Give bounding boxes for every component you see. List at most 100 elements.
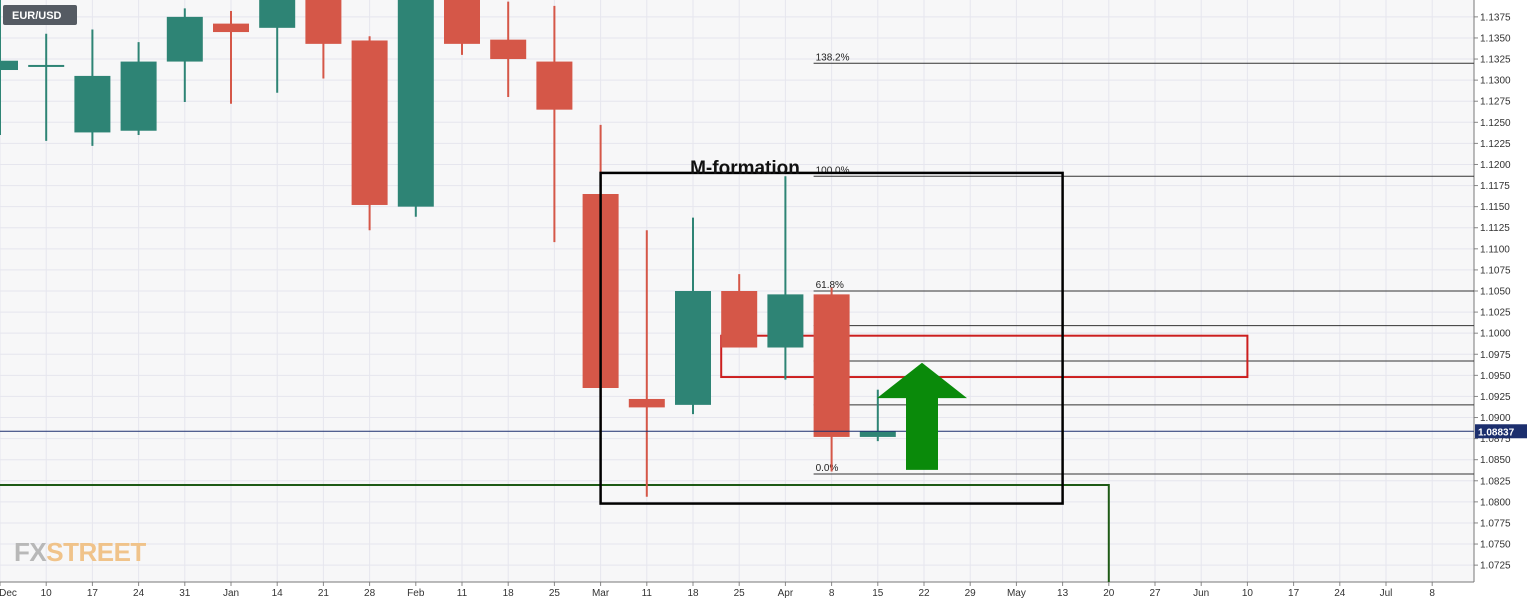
x-tick-label: 17: [1288, 588, 1300, 599]
x-tick-label: 8: [1429, 588, 1435, 599]
candle-body: [259, 0, 296, 28]
y-tick-label: 1.1350: [1480, 33, 1511, 44]
fxstreet-watermark: FXSTREET: [14, 537, 146, 567]
x-tick-label: 22: [918, 588, 930, 599]
x-tick-label: Jan: [223, 588, 239, 599]
x-tick-label: 10: [41, 588, 53, 599]
candle-body: [305, 0, 342, 44]
candle-body: [859, 431, 896, 437]
x-tick-label: 10: [1242, 588, 1254, 599]
x-tick-label: Dec: [0, 588, 17, 599]
y-tick-label: 1.1025: [1480, 308, 1511, 319]
y-tick-label: 1.1375: [1480, 12, 1511, 23]
x-tick-label: Feb: [407, 588, 425, 599]
candle-body: [28, 64, 65, 67]
x-tick-label: Apr: [778, 588, 794, 599]
y-tick-label: 1.1150: [1480, 202, 1510, 213]
symbol-badge-bg: [3, 5, 77, 25]
y-tick-label: 1.1100: [1480, 244, 1510, 255]
candle-body: [628, 398, 665, 408]
candle: [490, 1, 527, 97]
candle: [721, 274, 758, 348]
candle-body: [213, 23, 249, 33]
x-tick-label: May: [1007, 588, 1026, 599]
y-tick-label: 1.1325: [1480, 55, 1511, 66]
resistance-zone: [720, 334, 1249, 379]
candle: [305, 0, 342, 79]
candle: [767, 176, 804, 380]
y-tick-label: 1.0925: [1480, 392, 1511, 403]
candle-body: [0, 60, 18, 71]
x-tick-label: 27: [1149, 588, 1161, 599]
y-tick-label: 1.0725: [1480, 561, 1511, 572]
x-tick-label: 20: [1103, 588, 1115, 599]
candle-body: [444, 0, 480, 44]
y-tick-label: 1.1175: [1480, 181, 1510, 192]
y-tick-label: 1.0875: [1480, 434, 1511, 445]
candle: [397, 0, 434, 217]
candle-body: [675, 291, 711, 405]
m-formation-box: [599, 171, 1064, 505]
y-tick-label: 1.1300: [1480, 76, 1511, 87]
x-tick-label: 11: [642, 588, 653, 599]
candle: [444, 0, 480, 55]
y-tick-label: 1.1250: [1480, 118, 1511, 129]
candle: [536, 5, 573, 243]
candle-body: [120, 61, 157, 131]
x-tick-label: 14: [272, 588, 284, 599]
y-tick-label: 1.1125: [1480, 223, 1510, 234]
y-tick-label: 1.0950: [1480, 371, 1511, 382]
symbol-label: EUR/USD: [12, 10, 62, 22]
candle-body: [490, 39, 527, 60]
candle: [259, 0, 296, 93]
y-tick-label: 1.1225: [1480, 139, 1511, 150]
candle: [675, 217, 711, 415]
x-tick-label: Jul: [1380, 588, 1393, 599]
y-tick-label: 1.0825: [1480, 476, 1511, 487]
candle-body: [813, 294, 850, 437]
x-tick-label: Mar: [592, 588, 610, 599]
x-tick-label: 25: [549, 588, 561, 599]
candle: [859, 389, 896, 442]
y-tick-label: 1.0775: [1480, 518, 1511, 529]
candle: [120, 42, 157, 135]
x-tick-label: 29: [965, 588, 977, 599]
watermark-fx: FX: [14, 537, 47, 567]
x-tick-label: 24: [133, 588, 145, 599]
up-arrow: [877, 362, 967, 470]
candle: [74, 29, 111, 146]
y-tick-label: 1.1050: [1480, 287, 1511, 298]
candle-body: [721, 291, 758, 348]
candle-body: [351, 40, 388, 205]
m-formation-label: M-formation: [690, 158, 800, 179]
fib-label: 138.2%: [816, 52, 850, 63]
x-tick-label: 21: [318, 588, 330, 599]
x-tick-label: Jun: [1193, 588, 1209, 599]
x-tick-label: 17: [87, 588, 99, 599]
current-price-tag-bg: [1475, 424, 1527, 439]
y-tick-label: 1.1200: [1480, 160, 1511, 171]
x-tick-label: 8: [829, 588, 835, 599]
symbol-badge: EUR/USD: [3, 5, 77, 25]
candle-body: [74, 75, 111, 133]
y-tick-label: 1.0900: [1480, 413, 1511, 424]
candle: [166, 8, 203, 103]
candle: [28, 33, 65, 141]
candle-body: [767, 294, 804, 348]
candle: [213, 10, 249, 104]
y-tick-label: 1.0750: [1480, 540, 1511, 551]
y-tick-label: 1.1075: [1480, 265, 1511, 276]
candle: [351, 36, 388, 231]
support-line: [0, 484, 1110, 582]
fib-label: 100.0%: [816, 165, 850, 176]
y-tick-label: 1.1000: [1480, 329, 1511, 340]
x-tick-label: 25: [734, 588, 746, 599]
y-tick-label: 1.0800: [1480, 497, 1511, 508]
y-tick-label: 1.0975: [1480, 350, 1511, 361]
current-price-tag: 1.08837: [1475, 424, 1527, 439]
candle: [813, 287, 850, 472]
x-tick-label: 15: [872, 588, 884, 599]
y-tick-label: 1.1275: [1480, 97, 1511, 108]
